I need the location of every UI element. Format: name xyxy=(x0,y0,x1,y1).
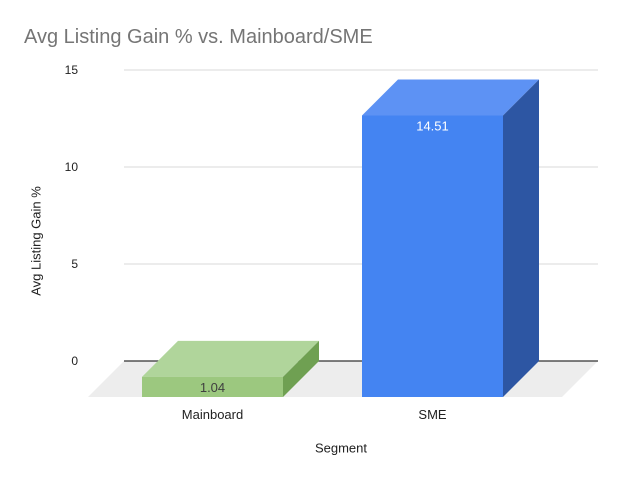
bar-top-face xyxy=(142,340,319,377)
bar-top-face xyxy=(362,79,539,116)
bar-mainboard[interactable]: 1.04 xyxy=(142,340,319,397)
x-category-label-0: Mainboard xyxy=(182,407,243,422)
bar-value-label: 14.51 xyxy=(416,119,449,134)
y-tick-label-5: 5 xyxy=(71,257,78,271)
bar-sme[interactable]: 14.51 xyxy=(362,79,539,398)
bar-front-face xyxy=(142,376,283,397)
y-tick-label-0: 0 xyxy=(71,354,78,368)
bar-side-face xyxy=(503,79,539,398)
bar-value-label: 1.04 xyxy=(200,380,225,395)
x-axis-title: Segment xyxy=(314,440,368,456)
y-tick-label-10: 10 xyxy=(65,160,79,174)
bar-side-face xyxy=(283,340,319,397)
x-category-label-1: SME xyxy=(418,407,447,422)
y-tick-label-15: 15 xyxy=(65,63,79,77)
bar-front-face xyxy=(362,115,503,398)
chart-title: Avg Listing Gain % vs. Mainboard/SME xyxy=(24,26,373,48)
